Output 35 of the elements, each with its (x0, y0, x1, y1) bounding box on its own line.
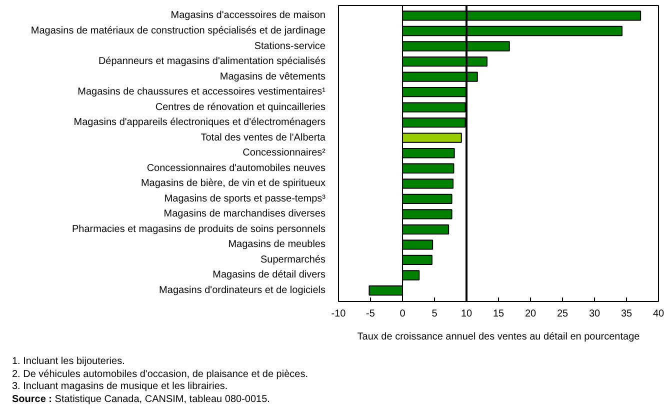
y-tick-label: Magasins de sports et passe-temps³ (164, 193, 326, 204)
y-tick-label: Supermarchés (260, 254, 326, 266)
y-tick-label: Magasins de matériaux de construction spécialisés et de jardinage (30, 25, 326, 36)
y-tick-label: Magasins d'appareils électroniques et d'électroménagers (74, 117, 326, 128)
x-tick-label: 25 (556, 308, 568, 320)
x-tick-label: 15 (492, 308, 504, 320)
y-tick-label: Magasins de meubles (228, 239, 326, 250)
x-tick-label: 35 (620, 308, 632, 320)
y-tick-label: Magasins d'accessoires de maison (170, 10, 326, 22)
text: 1. Incluant les bijouteries. (12, 356, 126, 369)
y-tick-label: Magasins de bière, de vin et de spiritueux (140, 178, 326, 190)
x-tick-label: -5 (366, 308, 376, 320)
source-note: Source : Statistique Canada, CANSIM, tableau 080-0015. (12, 394, 271, 407)
x-tick-label: 30 (588, 308, 600, 320)
y-tick-label: Concessionnaires d'automobiles neuves (146, 162, 326, 174)
y-tick-label: Concessionnaires² (242, 148, 326, 159)
y-tick-label: Magasins de chaussures et accessoires vestimentaires¹ (78, 86, 326, 98)
x-tick-label: 5 (432, 308, 438, 320)
y-tick-label: Magasins de vêtements (220, 71, 326, 82)
text: 3. Incluant magasins de musique et les librairies. (12, 381, 229, 394)
y-tick-label: Total des ventes de l'Alberta (200, 132, 326, 144)
y-tick-label: Magasins de marchandises diverses (164, 208, 326, 220)
x-tick-label: 20 (524, 308, 536, 320)
x-tick-label: 10 (460, 308, 472, 320)
y-tick-label: Stations-service (254, 40, 326, 52)
y-tick-label: Magasins d'ordinateurs et de logiciels (159, 285, 326, 296)
x-tick-label: 40 (652, 308, 664, 320)
x-axis-title: Taux de croissance annuel des ventes au détail en pourcentage (357, 332, 640, 342)
y-tick-label: Magasins de détail divers (212, 270, 326, 281)
x-tick-label: -10 (331, 308, 346, 320)
text: 2. De véhicules automobiles d'occasion, de plaisance et de pièces. (12, 368, 308, 382)
y-tick-label: Dépanneurs et magasins d'alimentation spécialisés (98, 56, 326, 68)
x-tick-label: 0 (400, 308, 406, 320)
y-tick-label: Pharmacies et magasins de produits de soins personnels (72, 224, 326, 235)
y-tick-label: Centres de rénovation et quincailleries (155, 102, 326, 113)
